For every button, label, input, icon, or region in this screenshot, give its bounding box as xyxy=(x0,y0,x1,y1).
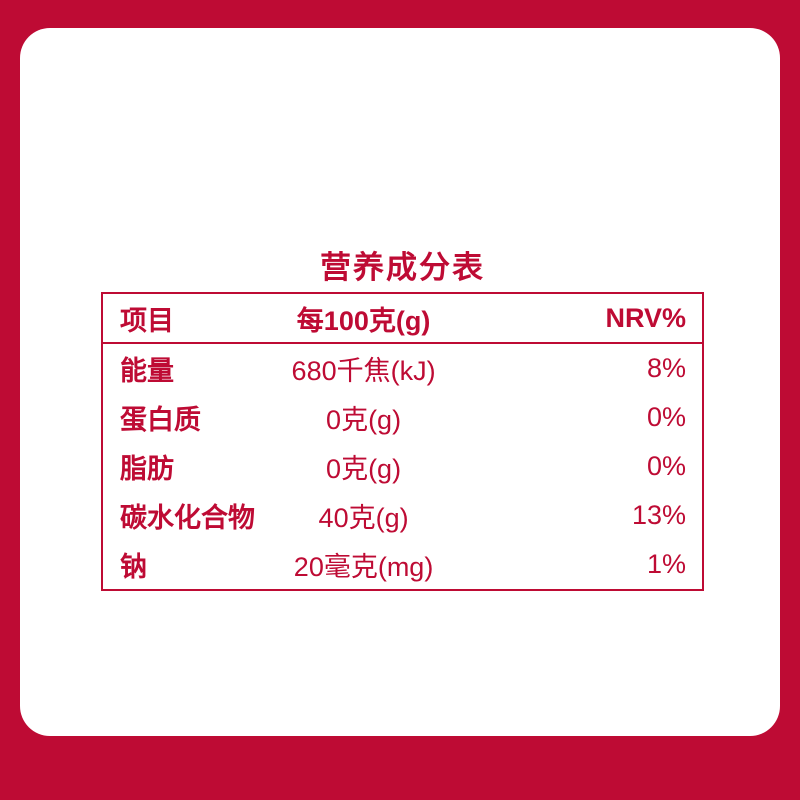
row-value: 680千焦(kJ) xyxy=(291,356,436,386)
row-value: 40克(g) xyxy=(318,503,409,533)
nutrition-table-header-row: 项目 每100克(g) NRV% xyxy=(103,294,702,344)
header-nrv-percent: NRV% xyxy=(605,302,686,333)
row-nrv: 0% xyxy=(646,451,686,481)
row-nrv: 13% xyxy=(631,500,686,530)
row-label: 蛋白质 xyxy=(120,405,201,435)
table-row-energy: 能量 680千焦(kJ) 8% xyxy=(103,344,702,393)
row-value: 20毫克(mg) xyxy=(293,552,434,582)
row-nrv: 0% xyxy=(646,402,686,432)
row-label: 碳水化合物 xyxy=(120,503,255,533)
row-nrv: 1% xyxy=(646,549,686,579)
table-row-fat: 脂肪 0克(g) 0% xyxy=(103,442,702,491)
row-label: 脂肪 xyxy=(120,454,174,484)
row-value: 0克(g) xyxy=(326,454,402,484)
table-row-protein: 蛋白质 0克(g) 0% xyxy=(103,393,702,442)
row-nrv: 8% xyxy=(646,353,686,383)
nutrition-table: 项目 每100克(g) NRV% 能量 680千焦(kJ) 8% 蛋白质 0克(… xyxy=(101,292,704,591)
white-panel xyxy=(20,28,780,736)
row-label: 能量 xyxy=(120,356,174,386)
table-row-carbohydrate: 碳水化合物 40克(g) 13% xyxy=(103,491,702,540)
table-row-sodium: 钠 20毫克(mg) 1% xyxy=(103,540,702,589)
row-value: 0克(g) xyxy=(326,405,402,435)
nutrition-table-title: 营养成分表 xyxy=(320,250,485,285)
header-item: 项目 xyxy=(120,305,174,336)
row-label: 钠 xyxy=(120,552,147,582)
header-per-100g: 每100克(g) xyxy=(296,305,431,336)
